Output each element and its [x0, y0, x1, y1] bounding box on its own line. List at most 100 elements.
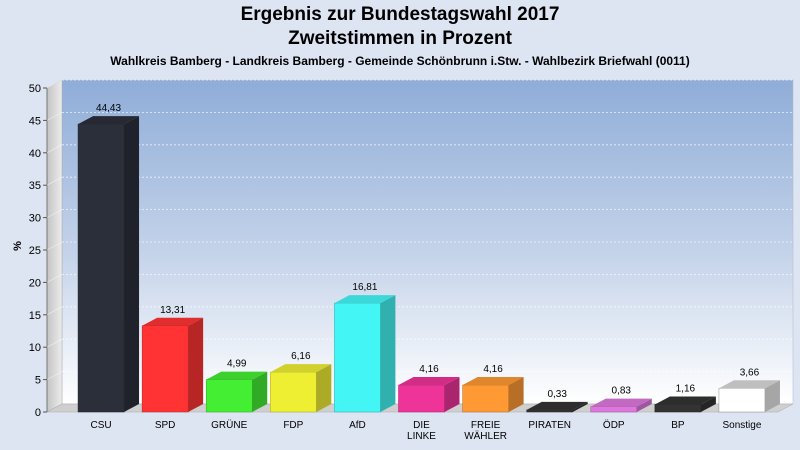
bar-front — [205, 379, 253, 413]
data-label: 6,16 — [291, 351, 311, 362]
x-tick-label-line: FREIE — [471, 420, 501, 431]
data-label: 3,66 — [740, 367, 760, 378]
y-tick-label: 5 — [35, 375, 41, 387]
y-tick-label: 40 — [29, 148, 41, 160]
y-tick-label: 0 — [35, 407, 41, 419]
x-tick-label: Sonstige — [722, 420, 761, 431]
x-tick-label-line: BP — [671, 420, 685, 431]
gridline-depth — [46, 371, 63, 380]
x-tick-label: SPD — [155, 420, 176, 431]
data-label: 4,99 — [227, 359, 247, 370]
bar-sonstige — [718, 380, 780, 413]
bar-spd — [141, 317, 204, 413]
bar-front — [526, 409, 573, 413]
x-tick-label: PIRATEN — [528, 420, 571, 431]
x-tick-label-line: ÖDP — [603, 419, 625, 431]
bar-top — [334, 295, 396, 304]
bar-top — [462, 377, 524, 386]
bar-front — [398, 384, 445, 413]
x-tick-label-line: SPD — [155, 420, 176, 431]
x-tick-label-line: WÄHLER — [464, 430, 507, 442]
bar-side — [572, 401, 588, 412]
gridline-depth — [46, 209, 63, 218]
y-tick-label: 50 — [29, 83, 41, 95]
bar-side — [508, 377, 524, 412]
gridline-depth — [46, 112, 63, 121]
gridline-depth — [46, 144, 63, 154]
chart-title: Ergebnis zur Bundestagswahl 2017 — [240, 4, 560, 25]
x-tick-label: AfD — [349, 420, 366, 431]
y-tick-label: 20 — [29, 277, 41, 289]
data-label: 44,43 — [96, 103, 121, 114]
data-label: 0,83 — [612, 386, 632, 397]
bar-bp — [654, 396, 716, 413]
bar-front — [462, 384, 509, 413]
x-tick-label-line: CSU — [90, 420, 111, 431]
bar-afd — [334, 295, 396, 413]
y-tick-label: 45 — [29, 115, 41, 127]
bar-front — [654, 404, 702, 413]
gridline-depth — [46, 274, 63, 283]
bar-csu — [77, 116, 140, 413]
data-label: 16,81 — [352, 282, 377, 293]
chart-subtitle: Wahlkreis Bamberg - Landkreis Bamberg - … — [110, 54, 690, 68]
bar-grüne — [205, 371, 268, 413]
x-tick-label: GRÜNE — [211, 419, 247, 431]
x-tick-label-line: PIRATEN — [528, 420, 571, 431]
bar-side — [252, 371, 268, 412]
gridline-depth — [46, 79, 63, 89]
x-tick-label-line: DIE — [413, 420, 430, 431]
x-tick-label: FDP — [283, 420, 303, 431]
x-tick-label: FREIE WÄHLER — [464, 420, 507, 442]
bar-side — [316, 364, 332, 412]
bar-front — [270, 371, 317, 413]
y-tick-label: 10 — [29, 342, 41, 354]
y-tick-label: 15 — [29, 310, 41, 322]
x-tick-label-line: GRÜNE — [211, 419, 247, 431]
y-tick-label: 30 — [29, 213, 41, 225]
bar-front — [141, 325, 189, 413]
gridline-depth — [46, 176, 63, 186]
bar-front — [718, 388, 766, 413]
chart-title-2: Zweitstimmen in Prozent — [288, 28, 512, 49]
gridline-depth — [46, 338, 63, 348]
data-label: 4,16 — [483, 364, 503, 375]
bar-die-linke — [398, 377, 460, 413]
data-label: 0,33 — [547, 389, 567, 400]
bar-front — [77, 123, 125, 413]
bar-top — [398, 377, 460, 386]
bar-front — [334, 302, 381, 413]
bar-top — [142, 317, 204, 326]
bar-top — [654, 396, 716, 405]
bar-top — [590, 398, 652, 407]
x-tick-label-line: FDP — [283, 420, 303, 431]
data-label: 13,31 — [160, 305, 185, 316]
bar-top — [718, 380, 780, 389]
bar-top — [270, 364, 332, 373]
bar-front — [590, 406, 638, 413]
bar-side — [636, 398, 652, 412]
bar-fdp — [270, 364, 332, 413]
bar-side — [380, 295, 396, 412]
bar-piraten — [526, 401, 588, 413]
y-tick-label: 25 — [29, 245, 41, 257]
x-tick-label: CSU — [90, 420, 111, 431]
x-tick-label-line: AfD — [349, 420, 366, 431]
bar-side — [124, 116, 140, 412]
bar-top — [206, 371, 268, 380]
x-tick-label: BP — [671, 420, 685, 431]
gridline-depth — [46, 306, 63, 316]
bar-top — [78, 116, 140, 125]
bar-side — [444, 377, 460, 412]
bar-side — [700, 396, 716, 412]
x-tick-label: ÖDP — [603, 419, 625, 431]
bar-side — [764, 380, 780, 412]
data-label: 1,16 — [676, 383, 696, 394]
bar-ödp — [590, 398, 652, 413]
y-tick-label: 35 — [29, 180, 41, 192]
bar-side — [188, 317, 204, 412]
gridline-depth — [46, 241, 63, 251]
bar-freie-wähler — [462, 377, 524, 413]
x-tick-label-line: Sonstige — [722, 420, 761, 431]
